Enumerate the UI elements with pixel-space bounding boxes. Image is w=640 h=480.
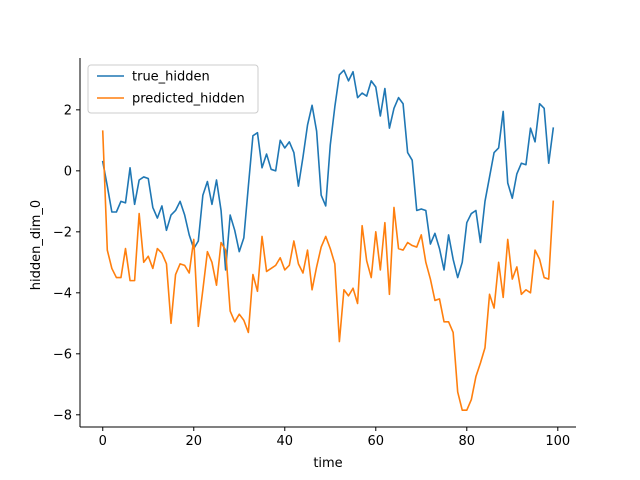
legend-entry: predicted_hidden	[132, 92, 245, 107]
legend-box	[87, 64, 259, 114]
x-tick-label: 40	[276, 434, 293, 449]
y-tick-label: 2	[64, 103, 72, 118]
y-tick-label: −4	[53, 286, 72, 301]
y-axis-ticks: −8 −6 −4 −2 0 2	[53, 103, 80, 423]
legend-entry: true_hidden	[132, 70, 210, 85]
y-tick-label: 0	[64, 164, 72, 179]
x-axis-label: time	[313, 456, 342, 471]
series-lines	[101, 69, 555, 412]
x-axis-ticks: 0 20 40 60 80 100	[99, 427, 570, 449]
x-tick-label: 0	[99, 434, 107, 449]
x-tick-label: 20	[185, 434, 202, 449]
y-axis-label: hidden_dim_0	[29, 200, 44, 290]
series-line-predicted-hidden	[101, 130, 555, 412]
x-tick-label: 100	[545, 434, 570, 449]
axis-spines	[79, 58, 576, 428]
series-line-true-hidden	[101, 69, 555, 279]
y-tick-label: −8	[53, 408, 72, 423]
y-tick-label: −6	[53, 347, 72, 362]
legend: true_hidden predicted_hidden	[87, 64, 259, 114]
y-tick-label: −2	[53, 225, 72, 240]
x-tick-label: 60	[368, 434, 385, 449]
x-tick-label: 80	[459, 434, 476, 449]
